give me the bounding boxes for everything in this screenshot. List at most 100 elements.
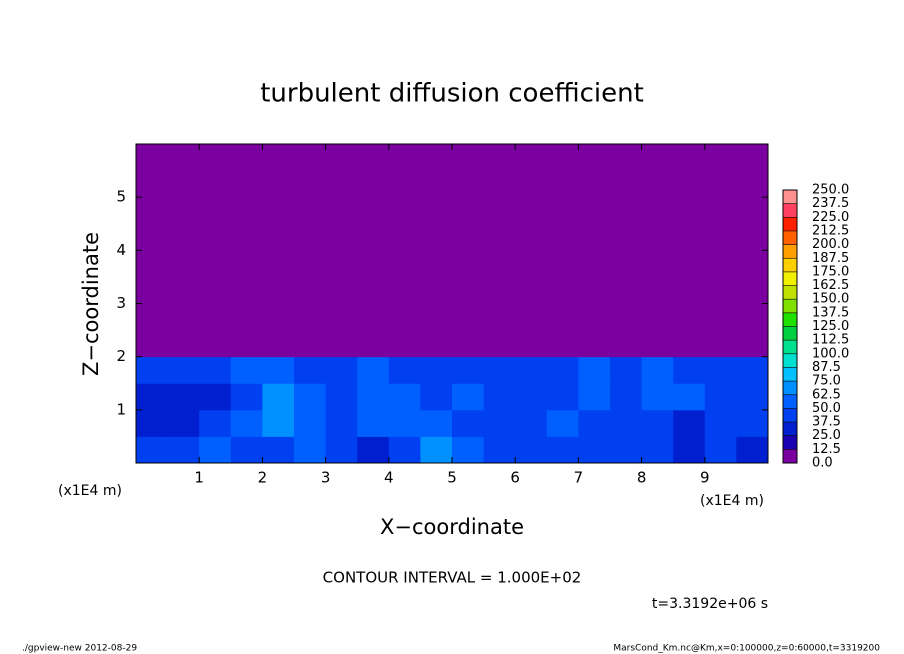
contour-cell xyxy=(230,197,263,225)
colorbar-swatch xyxy=(783,299,797,313)
contour-cell xyxy=(262,223,295,251)
contour-cell xyxy=(357,356,390,384)
contour-cell xyxy=(262,409,295,437)
contour-cell xyxy=(420,276,453,304)
contour-cell xyxy=(357,330,390,358)
contour-cell xyxy=(199,303,232,331)
contour-cell xyxy=(452,409,485,437)
contour-cell xyxy=(420,250,453,278)
contour-cell xyxy=(388,356,421,384)
contour-cell xyxy=(167,436,200,464)
contour-cell xyxy=(483,276,516,304)
contour-cell xyxy=(546,383,579,411)
contour-cell xyxy=(167,276,200,304)
contour-cell xyxy=(167,223,200,251)
contour-cell xyxy=(546,223,579,251)
contour-cell xyxy=(230,409,263,437)
contour-cell xyxy=(230,144,263,172)
contour-cell xyxy=(325,436,358,464)
contour-cell xyxy=(325,303,358,331)
contour-cell xyxy=(515,330,548,358)
contour-cell xyxy=(546,170,579,198)
colorbar-swatch xyxy=(783,230,797,245)
contour-cell xyxy=(515,436,548,464)
colorbar-swatch xyxy=(783,353,797,368)
colorbar-swatch xyxy=(783,326,797,341)
contour-cell xyxy=(294,303,327,331)
contour-cell xyxy=(736,223,769,251)
contour-cell xyxy=(294,436,327,464)
contour-cell xyxy=(388,223,421,251)
contour-cell xyxy=(230,330,263,358)
contour-cell xyxy=(736,409,769,437)
contour-cell xyxy=(578,330,611,358)
contour-cell xyxy=(199,170,232,198)
contour-cell xyxy=(325,356,358,384)
contour-cell xyxy=(325,250,358,278)
contour-cell xyxy=(388,144,421,172)
contour-cell xyxy=(736,303,769,331)
colorbar-label: 25.0 xyxy=(812,428,841,443)
colorbar-swatch xyxy=(783,422,797,436)
contour-cell xyxy=(357,223,390,251)
contour-cell xyxy=(325,330,358,358)
contour-cell xyxy=(452,144,485,172)
contour-cell xyxy=(294,356,327,384)
contour-cell xyxy=(641,383,674,411)
contour-cell xyxy=(136,409,169,437)
contour-cell xyxy=(673,144,706,172)
contour-cell xyxy=(736,197,769,225)
contour-cell xyxy=(167,303,200,331)
contour-cell xyxy=(452,330,485,358)
contour-cell xyxy=(452,197,485,225)
contour-cell xyxy=(136,383,169,411)
colorbar-swatch xyxy=(783,408,797,423)
contour-cell xyxy=(136,303,169,331)
contour-cell xyxy=(483,250,516,278)
contour-cell xyxy=(388,383,421,411)
contour-cell xyxy=(136,330,169,358)
contour-cell xyxy=(578,223,611,251)
colorbar-label: 50.0 xyxy=(812,401,841,416)
colorbar-label: 0.0 xyxy=(812,456,833,471)
colorbar-swatch xyxy=(783,271,797,286)
contour-cell xyxy=(673,436,706,464)
y-tick-label: 5 xyxy=(116,188,126,206)
colorbar-swatch xyxy=(783,381,797,395)
contour-cell xyxy=(546,144,579,172)
contour-cell xyxy=(673,197,706,225)
contour-cell xyxy=(199,276,232,304)
contour-cell xyxy=(673,276,706,304)
contour-cell xyxy=(641,144,674,172)
contour-cell xyxy=(230,170,263,198)
contour-cell xyxy=(388,250,421,278)
colorbar-label: 137.5 xyxy=(812,305,849,320)
contour-cell xyxy=(610,197,643,225)
contour-cell xyxy=(673,356,706,384)
colorbar-label: 250.0 xyxy=(812,183,849,198)
contour-cell xyxy=(199,330,232,358)
contour-cell xyxy=(294,223,327,251)
y-tick-label: 2 xyxy=(116,347,126,365)
contour-cell xyxy=(641,436,674,464)
contour-cell xyxy=(199,144,232,172)
contour-cell xyxy=(199,436,232,464)
contour-cell xyxy=(420,383,453,411)
contour-cell xyxy=(420,356,453,384)
colorbar-label: 212.5 xyxy=(812,223,849,238)
contour-cell xyxy=(262,356,295,384)
contour-cell xyxy=(262,250,295,278)
contour-cell xyxy=(578,436,611,464)
contour-cell xyxy=(736,330,769,358)
contour-cell xyxy=(610,144,643,172)
colorbar-swatch xyxy=(783,394,797,409)
contour-cell xyxy=(610,356,643,384)
contour-cell xyxy=(704,250,737,278)
colorbar-swatch xyxy=(783,190,797,204)
y-tick-label: 3 xyxy=(116,294,126,312)
colorbar-label: 162.5 xyxy=(812,278,849,293)
contour-cell xyxy=(294,409,327,437)
colorbar-swatch xyxy=(783,244,797,259)
contour-cell xyxy=(452,223,485,251)
contour-cell xyxy=(294,383,327,411)
